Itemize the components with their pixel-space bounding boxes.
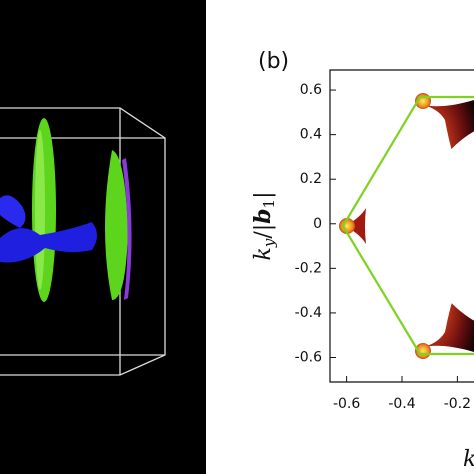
y-tick-label: -0.6	[295, 349, 322, 365]
fermi-pocket	[420, 100, 474, 205]
y-axis-label: ky/|b1|	[250, 191, 278, 260]
brillouin-zone	[341, 95, 474, 356]
y-label-part: y	[260, 238, 278, 248]
x-tick-label: -0.4	[388, 396, 415, 412]
x-tick-label: -0.2	[444, 396, 471, 412]
y-tick-label: 0.6	[300, 82, 322, 98]
y-label-part: b	[250, 208, 276, 223]
y-label-part: k	[251, 247, 276, 260]
y-tick-label: 0	[313, 216, 322, 232]
x-axis-label: k	[463, 447, 474, 472]
panel-label: (b)	[258, 49, 289, 74]
plot-area	[339, 93, 474, 359]
fermi-pocket	[420, 250, 474, 352]
y-tick-label: -0.4	[295, 305, 322, 321]
x-tick-label: -0.6	[333, 396, 360, 412]
y-tick-label: 0.4	[300, 127, 322, 143]
y-tick-label: -0.2	[295, 260, 322, 276]
y-label-part: |	[251, 191, 276, 198]
y-label-part: /|	[251, 224, 276, 239]
y-tick-label: 0.2	[300, 171, 322, 187]
panel-a-render	[0, 0, 206, 474]
y-label-part: 1	[260, 199, 278, 209]
